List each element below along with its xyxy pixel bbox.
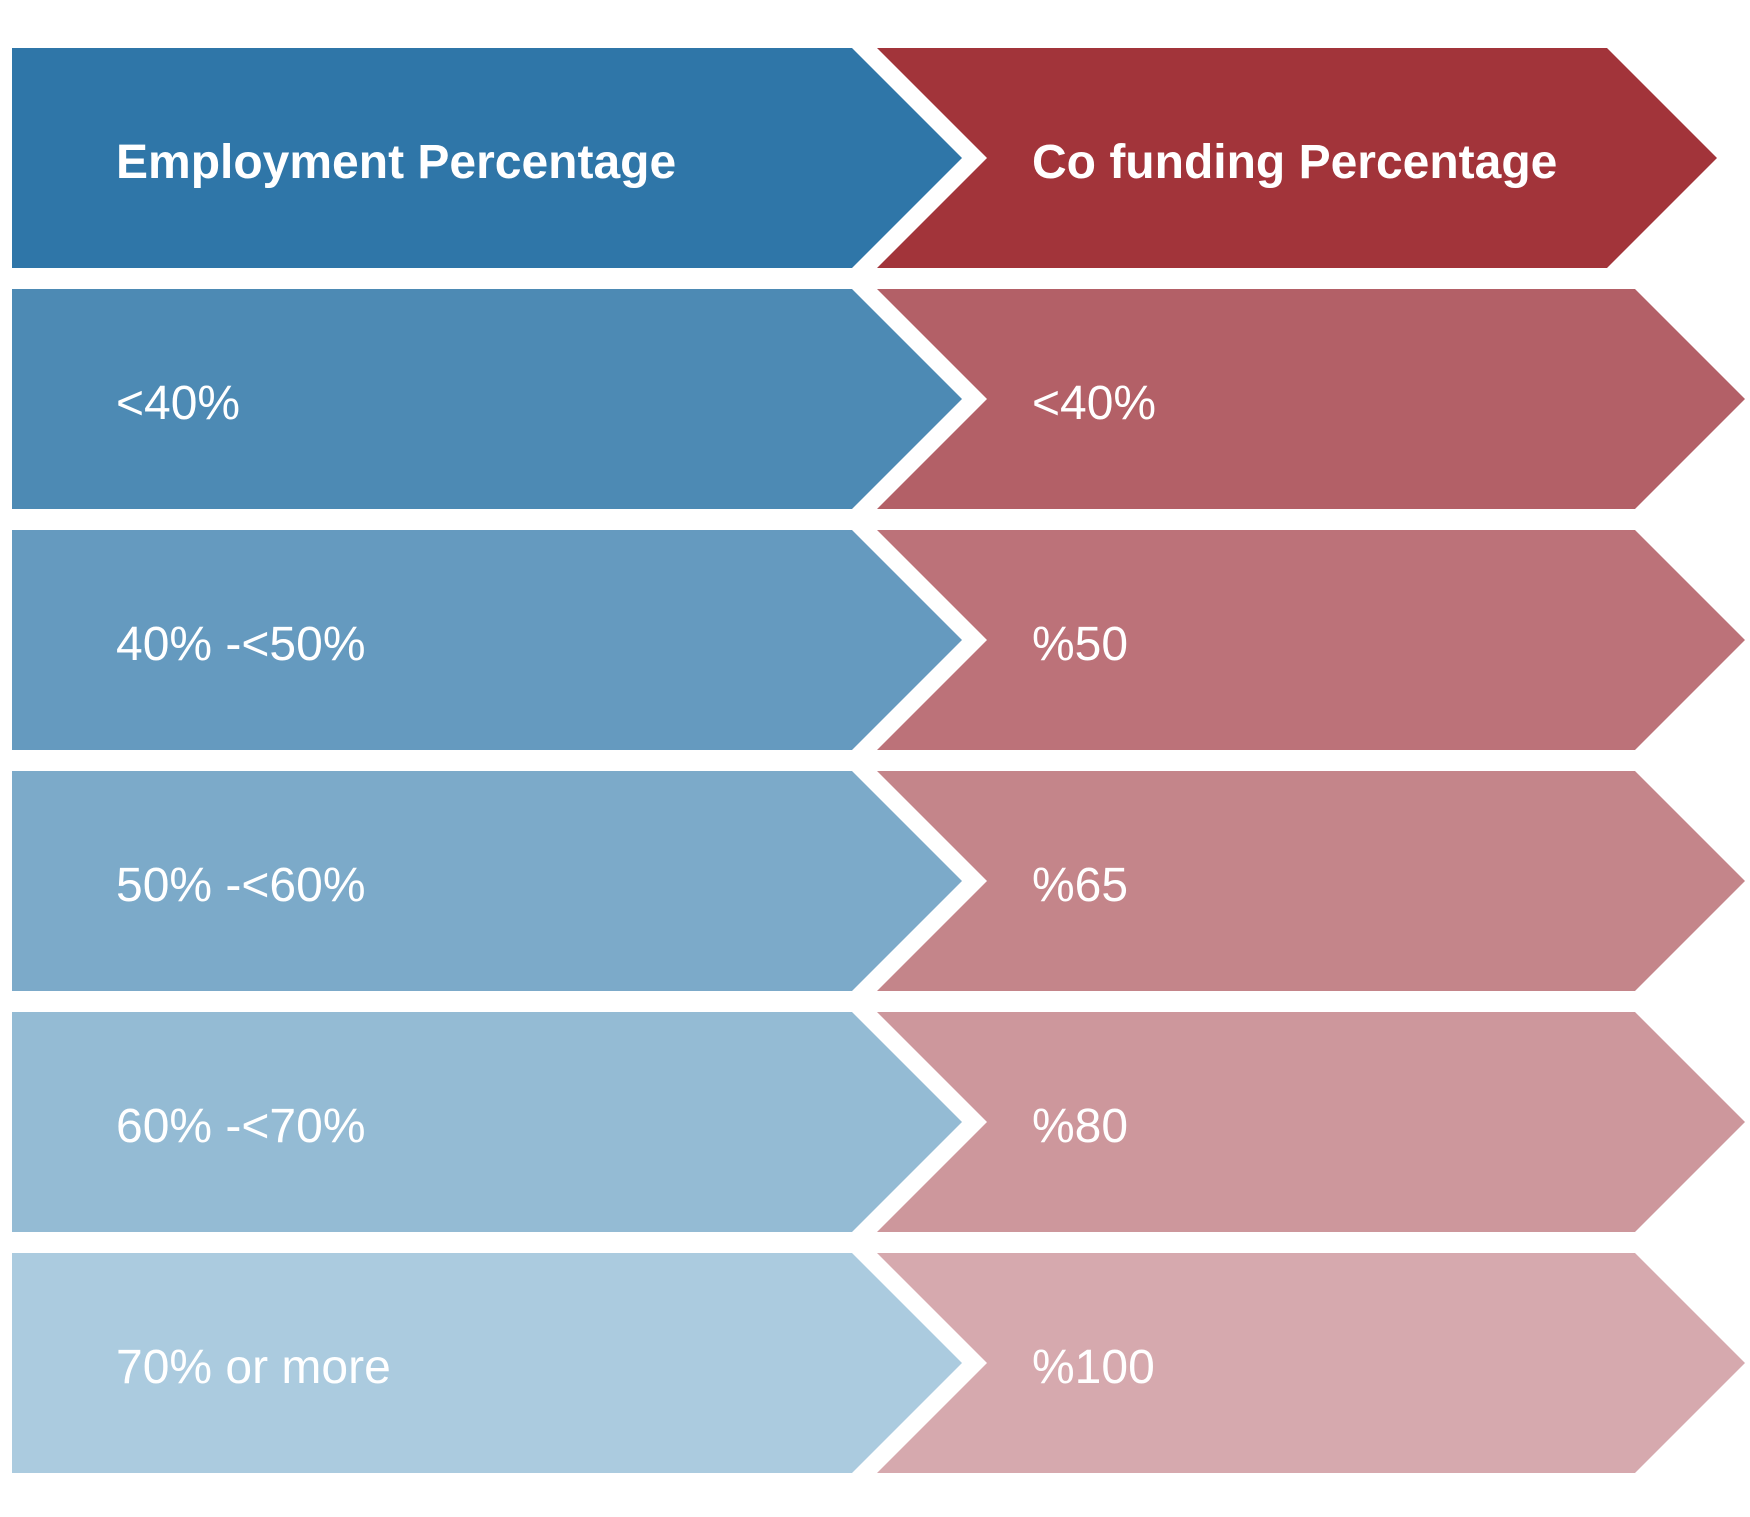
mapping-row: 70% or more %100 <box>0 1253 1750 1473</box>
cofunding-arrow: <40% <box>877 289 1745 509</box>
mapping-row: <40% <40% <box>0 289 1750 509</box>
employment-arrow: 60% -<70% <box>12 1012 962 1232</box>
cofunding-label: %50 <box>1032 617 1129 671</box>
header-cofunding-arrow: Co funding Percentage <box>877 48 1717 268</box>
employment-label: 50% -<60% <box>116 858 366 912</box>
cofunding-label: %65 <box>1032 858 1129 912</box>
cofunding-arrow: %50 <box>877 530 1745 750</box>
mapping-row: 40% -<50% %50 <box>0 530 1750 750</box>
employment-label: 60% -<70% <box>116 1099 366 1153</box>
employment-arrow: 40% -<50% <box>12 530 962 750</box>
employment-label: 40% -<50% <box>116 617 366 671</box>
employment-label: <40% <box>116 376 241 430</box>
mapping-row: 60% -<70% %80 <box>0 1012 1750 1232</box>
header-row: Employment Percentage Co funding Percent… <box>0 48 1750 268</box>
header-employment-arrow: Employment Percentage <box>12 48 962 268</box>
cofunding-arrow: %80 <box>877 1012 1745 1232</box>
header-employment-label: Employment Percentage <box>116 135 677 189</box>
mapping-row: 50% -<60% %65 <box>0 771 1750 991</box>
employment-label: 70% or more <box>116 1340 391 1394</box>
cofunding-arrow: %100 <box>877 1253 1745 1473</box>
employment-arrow: <40% <box>12 289 962 509</box>
cofunding-label: %100 <box>1032 1340 1155 1394</box>
header-cofunding-label: Co funding Percentage <box>1032 135 1558 189</box>
cofunding-label: %80 <box>1032 1099 1129 1153</box>
employment-arrow: 50% -<60% <box>12 771 962 991</box>
cofunding-label: <40% <box>1032 376 1157 430</box>
employment-arrow: 70% or more <box>12 1253 962 1473</box>
cofunding-arrow: %65 <box>877 771 1745 991</box>
